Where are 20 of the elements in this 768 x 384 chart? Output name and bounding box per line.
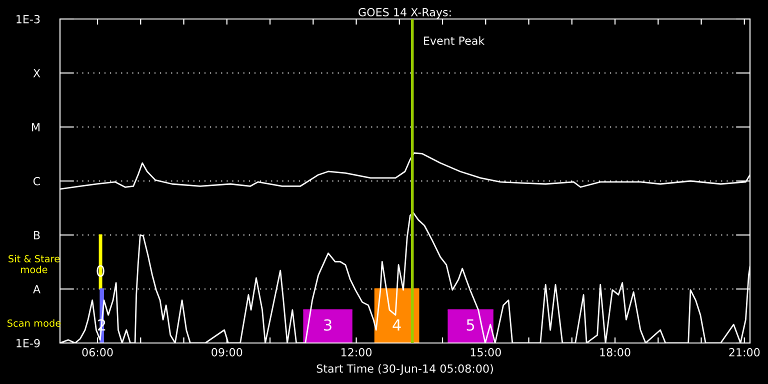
- x-axis-title: Start Time (30-Jun-14 05:08:00): [316, 364, 493, 375]
- y-tick-label: 1E-9: [16, 338, 40, 348]
- annotation: 4: [392, 319, 401, 331]
- x-tick-label: 18:00: [600, 348, 630, 356]
- text: Sit & Stare mode: [8, 254, 60, 274]
- y-tick-label: C: [33, 176, 40, 186]
- ref-line-label: Event Peak: [424, 36, 485, 45]
- y-tick-label: A: [33, 285, 40, 294]
- y-tick-label: X: [33, 69, 40, 78]
- x-tick-label: 21:00: [729, 348, 760, 356]
- x-tick-label: 09:00: [212, 348, 242, 356]
- y-tick-label: B: [34, 231, 40, 240]
- x-tick-label: 12:00: [341, 348, 372, 356]
- annotation: 5: [466, 319, 474, 331]
- annotation: 3: [324, 319, 332, 331]
- y-tick-label: 1E-3: [16, 14, 40, 24]
- x-tick-label: 06:00: [82, 348, 113, 356]
- y-tick-label: M: [32, 123, 40, 132]
- x-tick-label: 15:00: [470, 348, 501, 356]
- chart-title: GOES 14 X-Rays:: [358, 8, 451, 19]
